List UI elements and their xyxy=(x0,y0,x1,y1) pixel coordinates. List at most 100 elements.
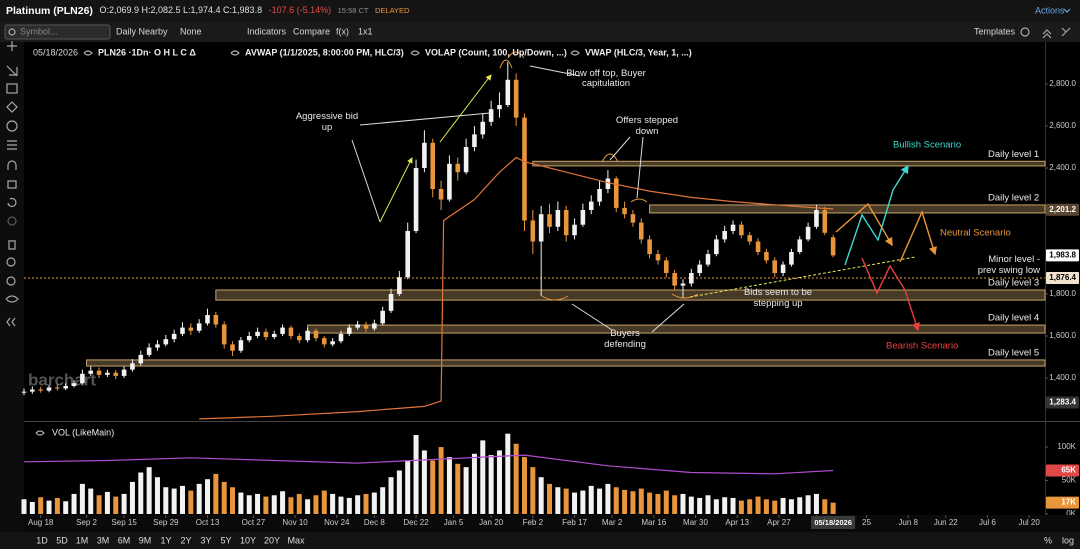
lock-tool[interactable] xyxy=(7,180,17,189)
range-button[interactable]: 10Y xyxy=(240,535,256,545)
shape-tool[interactable] xyxy=(6,83,18,94)
info-tool[interactable] xyxy=(6,120,18,132)
candle-body xyxy=(338,333,344,342)
visibility-icon[interactable] xyxy=(35,430,45,436)
volume-bar xyxy=(755,496,761,514)
toolbar-item[interactable]: 1x1 xyxy=(358,26,373,36)
toolbar-items: Daily Nearby None Indicators Compare f(x) 1x1 xyxy=(116,26,373,36)
toolbar-item[interactable]: None xyxy=(180,26,202,36)
delete-tool[interactable] xyxy=(8,240,16,250)
annotation: Bearish Scenario xyxy=(886,341,958,352)
scale-option[interactable]: log xyxy=(1062,535,1074,545)
candle-body xyxy=(230,344,235,351)
candle-body xyxy=(280,327,285,334)
y-tick-label: 50K xyxy=(1062,476,1077,485)
neutral-path xyxy=(899,210,937,263)
range-button[interactable]: 6M xyxy=(118,535,131,545)
settings-icon[interactable] xyxy=(1020,27,1030,37)
zoom-out-tool[interactable] xyxy=(6,276,16,286)
range-button[interactable]: 3Y xyxy=(200,535,211,545)
expand-icon[interactable] xyxy=(1061,27,1071,37)
annotations: Blow off top, Buyer capitulation Aggressi… xyxy=(296,51,1040,352)
zoom-in-tool[interactable] xyxy=(6,257,16,267)
candle-body xyxy=(238,340,244,351)
range-button[interactable]: 2Y xyxy=(180,535,191,545)
volume-bar xyxy=(547,483,553,514)
range-button[interactable]: Max xyxy=(287,535,305,545)
templates-button[interactable]: Templates xyxy=(974,26,1016,36)
volume-bar xyxy=(555,487,561,514)
toolbar-item[interactable]: f(x) xyxy=(336,26,349,36)
candle-body xyxy=(522,117,527,221)
candle-body xyxy=(372,323,377,329)
toolbar-item[interactable]: Daily Nearby xyxy=(116,26,168,36)
volume-bar xyxy=(338,496,344,514)
visibility-icon[interactable] xyxy=(410,50,420,56)
volume-bar xyxy=(213,473,219,514)
volume-bar xyxy=(421,450,427,514)
candle-body xyxy=(38,389,43,391)
watermark: barchart xyxy=(28,370,96,389)
toolbar-item[interactable]: Compare xyxy=(293,26,330,36)
volume-bar xyxy=(88,488,94,514)
pointer-line xyxy=(571,303,613,331)
arrow-tool[interactable] xyxy=(6,101,18,113)
volume-bar xyxy=(271,495,277,514)
volume-price-tag-label: 65K xyxy=(1061,466,1076,475)
volume-bar xyxy=(21,499,27,514)
line-tool[interactable] xyxy=(6,65,18,77)
visibility-icon[interactable] xyxy=(570,50,580,56)
volume-bar xyxy=(496,450,502,514)
volume-bar xyxy=(321,490,327,514)
header-text: Platinum (PLN26) O:2,069.9 H:2,082.5 L:1… xyxy=(6,5,410,17)
range-button[interactable]: 9M xyxy=(139,535,152,545)
annotation-line: capitulation xyxy=(582,78,630,89)
price-price-tag xyxy=(1046,396,1079,409)
volume-bar xyxy=(530,467,536,514)
view-tool[interactable] xyxy=(5,295,19,303)
range-buttons: 1D 5D 1M 3M 6M 9M 1Y 2Y 3Y 5Y 10Y 20Y Max% log xyxy=(36,535,1074,545)
candles xyxy=(21,61,836,396)
annotation-line: defending xyxy=(604,339,646,350)
bid-arrow xyxy=(439,74,492,143)
legend-item: VOLAP (Count, 100, Up/Down, ...) xyxy=(425,47,567,57)
x-tick-label: Dec 8 xyxy=(364,518,385,527)
cursor-date-box xyxy=(811,516,856,529)
header-bar xyxy=(0,0,1080,22)
candle-body xyxy=(188,327,194,331)
range-button[interactable]: 5Y xyxy=(220,535,231,545)
collapse-panel[interactable] xyxy=(6,317,16,327)
range-button[interactable]: 1D xyxy=(36,535,48,545)
range-button[interactable]: 3M xyxy=(97,535,110,545)
range-button[interactable]: 5D xyxy=(56,535,68,545)
legend-date: 05/18/2026 xyxy=(33,47,78,57)
volume-bar xyxy=(346,497,352,514)
toolbar-item[interactable]: Indicators xyxy=(247,26,287,36)
annotation-line: Bids seem to be xyxy=(744,287,812,298)
redo-tool[interactable] xyxy=(7,216,17,226)
symbol-input[interactable] xyxy=(4,24,111,40)
range-button[interactable]: 1Y xyxy=(160,535,171,545)
volume-bar xyxy=(813,493,819,514)
fib-tool[interactable] xyxy=(7,140,17,150)
volume-bar xyxy=(822,499,828,514)
volume-bar xyxy=(246,495,252,514)
bullish-path xyxy=(844,164,909,266)
candle-body xyxy=(622,207,627,215)
scale-option[interactable]: % xyxy=(1044,535,1052,545)
crosshair-tool[interactable] xyxy=(7,41,17,51)
range-button[interactable]: 20Y xyxy=(264,535,280,545)
visibility-icon[interactable] xyxy=(83,50,93,56)
range-button[interactable]: 1M xyxy=(76,535,89,545)
collapse-icon[interactable] xyxy=(1042,29,1052,39)
level-zone xyxy=(307,324,1046,334)
undo-tool[interactable] xyxy=(7,197,17,208)
magnet-tool[interactable] xyxy=(7,160,17,170)
visibility-icon[interactable] xyxy=(230,50,240,56)
volume-bar xyxy=(588,485,594,514)
volume-bar xyxy=(663,490,669,514)
actions-button[interactable]: Actions xyxy=(1035,5,1065,15)
volume-bar xyxy=(797,497,803,514)
candle-body xyxy=(155,344,160,348)
